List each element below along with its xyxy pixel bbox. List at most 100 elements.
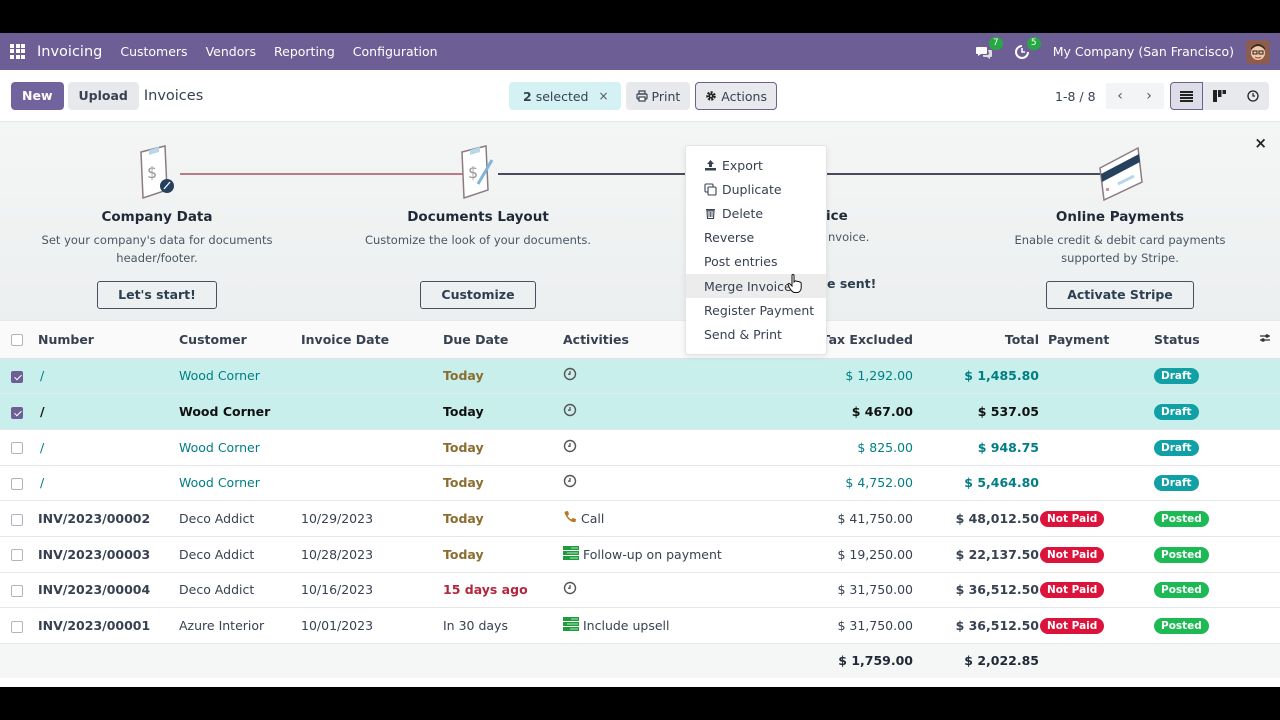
menu-item-duplicate[interactable]: Duplicate — [686, 177, 826, 201]
column-number[interactable]: Number — [38, 321, 179, 359]
table-row[interactable]: / Wood Corner Today $ 1,292.00 $ 1,485.8… — [0, 358, 1280, 395]
total-amount: $ 5,464.80 — [913, 465, 1039, 502]
customer-name: Deco Addict — [179, 500, 301, 537]
step-title: Online Payments — [1055, 209, 1185, 225]
invoice-date: 10/01/2023 — [301, 607, 443, 644]
activity-view-button[interactable] — [1236, 82, 1269, 110]
menu-item-delete[interactable]: Delete — [686, 201, 826, 225]
print-button[interactable]: Print — [625, 82, 691, 110]
menu-item-register-payment[interactable]: Register Payment — [704, 302, 815, 318]
activity-cell[interactable] — [563, 358, 713, 395]
upload-button[interactable]: Upload — [67, 81, 139, 110]
pager-previous-button[interactable]: ‹ — [1105, 83, 1135, 109]
clock-icon[interactable] — [563, 581, 577, 595]
activity-cell[interactable] — [563, 572, 713, 609]
total-amount: $ 1,485.80 — [913, 358, 1039, 395]
step-description: Enable credit & debit card payments supp… — [990, 231, 1250, 267]
pager-next-button[interactable]: › — [1134, 83, 1164, 109]
menu-item-reverse[interactable]: Reverse — [704, 230, 755, 246]
step-desc-line: Customize the look of your documents. — [364, 233, 592, 247]
step-desc-line: header/footer. — [116, 251, 198, 265]
menu-item-post-entries[interactable]: Post entries — [704, 254, 778, 270]
actions-button[interactable]: Actions — [695, 82, 777, 110]
column-invoice-date[interactable]: Invoice Date — [301, 321, 443, 359]
table-row[interactable]: / Wood Corner Today $ 4,752.00 $ 5,464.8… — [0, 465, 1280, 502]
row-checkbox[interactable] — [11, 513, 23, 526]
tax-excluded: $ 467.00 — [713, 393, 913, 430]
column-status-label[interactable]: Status — [1154, 331, 1200, 347]
row-checkbox[interactable] — [11, 477, 23, 490]
clear-selection-icon[interactable]: × — [598, 89, 609, 103]
app-name[interactable]: Invoicing — [37, 43, 103, 60]
menu-item-merge-invoices[interactable]: Merge Invoices — [686, 273, 826, 299]
menu-item-send-print[interactable]: Send & Print — [704, 326, 782, 342]
step-title: Documents Layout — [407, 209, 549, 225]
table-row[interactable]: INV/2023/00003 Deco Addict 10/28/2023 To… — [0, 536, 1280, 573]
row-checkbox[interactable] — [11, 442, 23, 455]
close-icon[interactable]: × — [1254, 134, 1267, 152]
row-checkbox[interactable] — [11, 620, 23, 633]
activity-cell[interactable]: Follow-up on payment — [563, 536, 722, 573]
upload-icon — [705, 160, 716, 171]
optional-columns-toggle-icon[interactable] — [1259, 332, 1271, 344]
activity-cell[interactable] — [563, 393, 713, 430]
clipboard-illustration-icon: $ — [27, 142, 287, 202]
print-icon — [635, 90, 648, 102]
status-cell: Draft — [1154, 358, 1280, 395]
step-button-partial[interactable]: e sent! — [827, 276, 877, 291]
status-badge: Posted — [1154, 618, 1209, 635]
customer-name: Deco Addict — [179, 572, 301, 609]
row-checkbox[interactable] — [11, 406, 23, 419]
tax-excluded: $ 31,750.00 — [713, 607, 913, 644]
total-amount: $ 48,012.50 — [913, 500, 1039, 537]
row-checkbox[interactable] — [11, 549, 23, 562]
activity-cell[interactable]: Include upsell — [563, 607, 713, 644]
pager-value[interactable]: 1-8 / 8 — [1055, 88, 1096, 104]
clock-icon[interactable] — [563, 439, 577, 453]
table-row[interactable]: INV/2023/00001 Azure Interior 10/01/2023… — [0, 607, 1280, 644]
lets-start-button[interactable]: Let's start! — [97, 281, 217, 309]
table-row[interactable]: INV/2023/00002 Deco Addict 10/29/2023 To… — [0, 500, 1280, 537]
selection-toolbar: 2 selected × Print Actions — [509, 82, 777, 110]
selected-label: selected — [535, 88, 589, 104]
payment-status-badge: Not Paid — [1040, 582, 1105, 599]
messages-button[interactable]: 7 — [973, 36, 1003, 61]
menu-reporting[interactable]: Reporting — [274, 44, 335, 59]
kanban-view-button[interactable] — [1203, 82, 1236, 110]
table-row[interactable]: / Wood Corner Today $ 825.00 $ 948.75 Dr… — [0, 429, 1280, 466]
menu-vendors[interactable]: Vendors — [205, 44, 257, 59]
todo-icon — [563, 545, 579, 560]
step-documents-layout: $ Documents Layout Customize the look of… — [348, 142, 608, 309]
column-total[interactable]: Total — [913, 321, 1039, 359]
customize-button[interactable]: Customize — [420, 281, 536, 309]
column-due-date[interactable]: Due Date — [443, 321, 563, 359]
status-badge: Posted — [1154, 511, 1209, 528]
clock-icon[interactable] — [563, 367, 577, 381]
chat-icon — [975, 46, 992, 59]
column-customer[interactable]: Customer — [179, 321, 301, 359]
payment-status-badge: Not Paid — [1040, 618, 1105, 635]
activate-stripe-button[interactable]: Activate Stripe — [1046, 281, 1194, 309]
column-payment[interactable]: Payment — [1039, 321, 1154, 359]
select-all-checkbox[interactable] — [11, 334, 23, 347]
status-cell: Posted — [1154, 572, 1280, 609]
apps-grid-icon[interactable] — [10, 43, 26, 60]
step-description: Set your company's data for documents he… — [27, 231, 287, 267]
menu-item-export[interactable]: Export — [686, 153, 826, 177]
activity-cell[interactable]: Call — [563, 500, 713, 537]
activity-cell[interactable] — [563, 465, 713, 502]
clock-icon[interactable] — [563, 474, 577, 488]
activity-cell[interactable] — [563, 429, 713, 466]
activities-button[interactable]: 5 — [1011, 36, 1041, 61]
table-row[interactable]: / Wood Corner Today $ 467.00 $ 537.05 Dr… — [0, 393, 1280, 430]
avatar[interactable] — [1246, 39, 1270, 64]
company-switcher[interactable]: My Company (San Francisco) — [1052, 44, 1234, 59]
row-checkbox[interactable] — [11, 584, 23, 597]
list-view-button[interactable] — [1170, 82, 1203, 110]
table-row[interactable]: INV/2023/00004 Deco Addict 10/16/2023 15… — [0, 572, 1280, 609]
new-button[interactable]: New — [11, 81, 64, 110]
row-checkbox[interactable] — [11, 370, 23, 383]
menu-configuration[interactable]: Configuration — [352, 44, 438, 59]
menu-customers[interactable]: Customers — [120, 44, 188, 59]
clock-icon[interactable] — [563, 403, 577, 417]
